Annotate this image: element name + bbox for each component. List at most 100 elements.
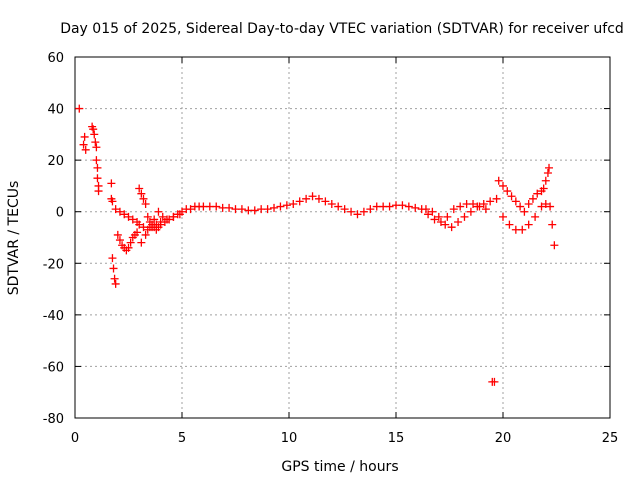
data-point xyxy=(250,206,259,215)
y-tick-label: -20 xyxy=(43,257,64,272)
data-point xyxy=(550,241,559,250)
data-point xyxy=(443,212,452,221)
data-point xyxy=(524,220,533,229)
data-point xyxy=(524,199,533,208)
data-point xyxy=(128,215,137,224)
data-point xyxy=(163,215,172,224)
data-point xyxy=(133,228,142,237)
x-tick-label: 10 xyxy=(281,431,298,446)
data-point xyxy=(135,184,144,193)
data-point xyxy=(499,212,507,221)
data-point xyxy=(353,210,362,219)
data-point xyxy=(154,207,163,216)
data-point xyxy=(135,220,144,229)
data-point xyxy=(108,254,117,263)
data-point xyxy=(115,236,124,245)
data-point xyxy=(150,215,159,224)
data-point xyxy=(263,205,272,214)
data-point xyxy=(308,192,317,201)
x-tick-label: 0 xyxy=(71,431,79,446)
data-point xyxy=(449,205,458,214)
data-point xyxy=(366,205,375,214)
data-point xyxy=(533,189,542,198)
data-point xyxy=(237,205,246,214)
data-point xyxy=(145,223,154,232)
y-tick-label: 40 xyxy=(47,103,64,118)
data-point xyxy=(276,202,285,211)
data-point xyxy=(466,207,475,216)
data-point xyxy=(225,203,234,212)
data-point xyxy=(141,230,150,239)
data-point xyxy=(327,199,336,208)
data-point xyxy=(109,264,118,273)
data-point xyxy=(75,104,84,113)
data-point xyxy=(430,215,439,224)
data-point xyxy=(93,174,102,183)
data-point xyxy=(481,205,490,214)
data-point xyxy=(505,220,514,229)
data-point xyxy=(139,194,148,203)
data-point xyxy=(543,169,552,178)
data-point xyxy=(175,210,184,219)
data-point xyxy=(137,189,146,198)
data-point xyxy=(499,181,507,190)
data-point xyxy=(473,202,482,211)
data-point xyxy=(111,279,120,288)
data-point xyxy=(156,218,165,227)
data-point xyxy=(111,205,120,214)
data-point xyxy=(518,225,527,234)
data-point xyxy=(428,207,437,216)
data-point xyxy=(120,210,129,219)
data-point xyxy=(81,145,90,154)
data-point xyxy=(92,143,101,152)
data-point xyxy=(137,238,146,247)
data-point xyxy=(143,212,152,221)
data-point xyxy=(541,199,550,208)
data-point xyxy=(110,274,119,283)
data-point xyxy=(411,203,420,212)
data-point xyxy=(321,197,330,206)
data-point xyxy=(541,176,550,185)
data-point xyxy=(80,132,89,141)
data-point xyxy=(404,202,413,211)
data-point xyxy=(424,210,433,219)
data-point xyxy=(434,212,443,221)
data-points xyxy=(75,104,559,386)
data-point xyxy=(94,187,103,196)
data-point xyxy=(479,199,488,208)
data-point xyxy=(447,223,456,232)
y-tick-label: 20 xyxy=(47,154,64,169)
data-point xyxy=(89,125,98,134)
data-point xyxy=(289,199,298,208)
data-point xyxy=(469,199,478,208)
data-point xyxy=(141,199,150,208)
data-point xyxy=(212,202,221,211)
y-tick-label: -40 xyxy=(43,309,64,324)
y-tick-label: 0 xyxy=(56,206,64,221)
data-point xyxy=(91,138,100,147)
data-point xyxy=(115,207,124,216)
data-point xyxy=(454,218,463,227)
data-point xyxy=(385,202,394,211)
y-tick-label: -60 xyxy=(43,360,64,375)
y-axis-label: SDTVAR / TECUs xyxy=(6,181,22,296)
data-point xyxy=(93,163,102,172)
data-point xyxy=(186,205,195,214)
data-point xyxy=(460,212,469,221)
data-point xyxy=(511,197,520,206)
data-point xyxy=(90,130,99,139)
data-point xyxy=(436,218,445,227)
data-point xyxy=(108,197,117,206)
data-point xyxy=(507,192,516,201)
data-point xyxy=(548,220,557,229)
data-point xyxy=(539,184,548,193)
x-tick-label: 25 xyxy=(602,431,619,446)
data-point xyxy=(421,205,430,214)
data-point xyxy=(545,163,554,172)
x-axis: 0 5 10 15 20 25 xyxy=(71,57,618,446)
data-point xyxy=(347,207,356,216)
data-point xyxy=(441,220,450,229)
data-point xyxy=(107,179,116,188)
data-point xyxy=(531,212,540,221)
